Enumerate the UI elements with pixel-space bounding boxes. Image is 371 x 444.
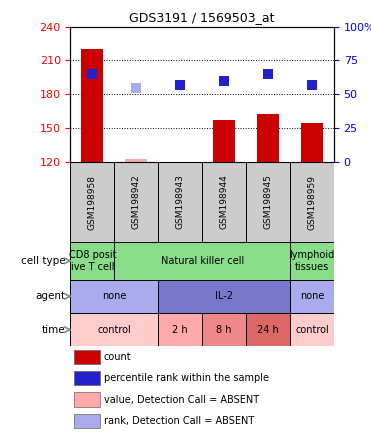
Bar bbox=[74, 414, 100, 428]
Text: agent: agent bbox=[35, 291, 65, 301]
Text: control: control bbox=[98, 325, 131, 335]
Bar bbox=[246, 313, 290, 346]
Bar bbox=[158, 280, 290, 313]
Text: GSM198943: GSM198943 bbox=[176, 174, 185, 230]
Text: IL-2: IL-2 bbox=[215, 291, 233, 301]
Bar bbox=[213, 120, 235, 162]
Title: GDS3191 / 1569503_at: GDS3191 / 1569503_at bbox=[129, 11, 275, 24]
Text: GSM198944: GSM198944 bbox=[220, 174, 229, 230]
Bar bbox=[70, 280, 158, 313]
Text: 24 h: 24 h bbox=[257, 325, 279, 335]
Point bbox=[221, 77, 227, 84]
Bar bbox=[246, 162, 290, 242]
Text: count: count bbox=[104, 352, 131, 362]
Bar bbox=[70, 242, 114, 280]
Bar bbox=[70, 313, 158, 346]
Bar bbox=[290, 162, 334, 242]
Bar bbox=[158, 313, 202, 346]
Text: percentile rank within the sample: percentile rank within the sample bbox=[104, 373, 269, 383]
Text: none: none bbox=[300, 291, 324, 301]
Point bbox=[177, 81, 183, 88]
Bar bbox=[202, 313, 246, 346]
Text: GSM198959: GSM198959 bbox=[308, 174, 316, 230]
Text: GSM198945: GSM198945 bbox=[263, 174, 273, 230]
Bar bbox=[169, 162, 191, 163]
Text: GSM198942: GSM198942 bbox=[132, 174, 141, 230]
Text: lymphoid
tissues: lymphoid tissues bbox=[289, 250, 335, 272]
Bar bbox=[114, 242, 290, 280]
Bar bbox=[74, 392, 100, 407]
Bar bbox=[301, 123, 323, 162]
Bar bbox=[74, 371, 100, 385]
Bar bbox=[114, 162, 158, 242]
Point bbox=[265, 71, 271, 78]
Bar bbox=[70, 162, 114, 242]
Text: control: control bbox=[295, 325, 329, 335]
Bar bbox=[290, 242, 334, 280]
Text: 2 h: 2 h bbox=[173, 325, 188, 335]
Bar bbox=[82, 49, 104, 162]
Text: cell type: cell type bbox=[21, 256, 65, 266]
Text: CD8 posit
ive T cell: CD8 posit ive T cell bbox=[69, 250, 116, 272]
Bar bbox=[290, 280, 334, 313]
Text: time: time bbox=[42, 325, 65, 335]
Bar bbox=[290, 313, 334, 346]
Bar bbox=[74, 350, 100, 364]
Point bbox=[133, 84, 139, 91]
Text: 8 h: 8 h bbox=[216, 325, 232, 335]
Point bbox=[89, 71, 95, 78]
Text: none: none bbox=[102, 291, 127, 301]
Bar bbox=[202, 162, 246, 242]
Text: GSM198958: GSM198958 bbox=[88, 174, 97, 230]
Bar bbox=[158, 162, 202, 242]
Point bbox=[309, 81, 315, 88]
Bar bbox=[125, 159, 147, 162]
Bar bbox=[257, 114, 279, 162]
Text: Natural killer cell: Natural killer cell bbox=[161, 256, 244, 266]
Text: rank, Detection Call = ABSENT: rank, Detection Call = ABSENT bbox=[104, 416, 254, 426]
Text: value, Detection Call = ABSENT: value, Detection Call = ABSENT bbox=[104, 395, 259, 404]
